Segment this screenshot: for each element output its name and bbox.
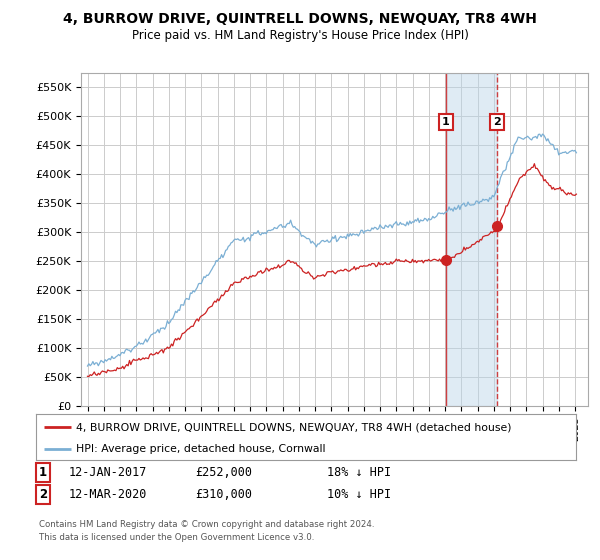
Text: 12-JAN-2017: 12-JAN-2017: [69, 466, 148, 479]
Text: Contains HM Land Registry data © Crown copyright and database right 2024.: Contains HM Land Registry data © Crown c…: [39, 520, 374, 529]
Text: 4, BURROW DRIVE, QUINTRELL DOWNS, NEWQUAY, TR8 4WH (detached house): 4, BURROW DRIVE, QUINTRELL DOWNS, NEWQUA…: [77, 422, 512, 432]
Text: This data is licensed under the Open Government Licence v3.0.: This data is licensed under the Open Gov…: [39, 533, 314, 542]
Text: 2: 2: [39, 488, 47, 501]
Text: £252,000: £252,000: [195, 466, 252, 479]
Text: £310,000: £310,000: [195, 488, 252, 501]
Text: 1: 1: [442, 117, 449, 127]
Text: 4, BURROW DRIVE, QUINTRELL DOWNS, NEWQUAY, TR8 4WH: 4, BURROW DRIVE, QUINTRELL DOWNS, NEWQUA…: [63, 12, 537, 26]
Text: Price paid vs. HM Land Registry's House Price Index (HPI): Price paid vs. HM Land Registry's House …: [131, 29, 469, 42]
Text: HPI: Average price, detached house, Cornwall: HPI: Average price, detached house, Corn…: [77, 444, 326, 454]
Text: 18% ↓ HPI: 18% ↓ HPI: [327, 466, 391, 479]
Text: 1: 1: [39, 466, 47, 479]
Bar: [446, 73, 497, 406]
Text: 12-MAR-2020: 12-MAR-2020: [69, 488, 148, 501]
Text: 2: 2: [493, 117, 501, 127]
Text: 10% ↓ HPI: 10% ↓ HPI: [327, 488, 391, 501]
